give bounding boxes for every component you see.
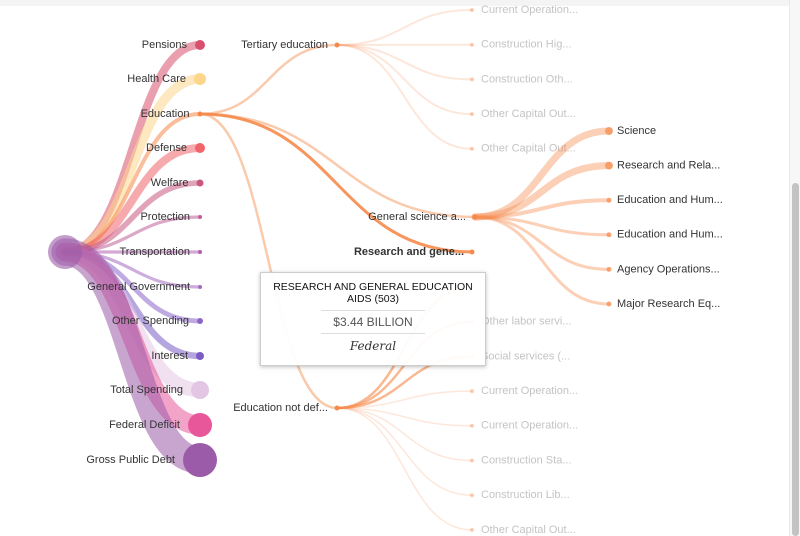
node-label[interactable]: Federal Deficit (109, 419, 180, 431)
leaf-label[interactable]: Other Capital Out... (481, 524, 576, 536)
node-label[interactable]: General science a... (368, 211, 466, 223)
node-label[interactable]: General Government (87, 281, 190, 293)
tooltip-title: RESEARCH AND GENERAL EDUCATION AIDS (503… (273, 281, 473, 305)
leaf-label[interactable]: Major Research Eq... (617, 298, 720, 310)
link-root-1 (60, 74, 205, 257)
node-total-spending[interactable] (191, 381, 209, 399)
scrollbar[interactable] (789, 0, 800, 536)
leaf-label[interactable]: Construction Sta... (481, 454, 572, 466)
node-label[interactable]: Gross Public Debt (86, 454, 175, 466)
link-science (473, 215, 611, 237)
link-tertiary (336, 9, 473, 46)
leaf-label[interactable]: Other Capital Out... (481, 108, 576, 120)
link-notdef (336, 407, 473, 462)
leaf-node[interactable] (606, 301, 612, 307)
link-science (473, 198, 611, 219)
leaf-node[interactable] (605, 127, 613, 135)
tooltip-value: $3.44 BILLION (321, 310, 425, 334)
root-node[interactable] (48, 235, 82, 269)
node-welfare[interactable] (196, 179, 204, 187)
link-education-0 (198, 43, 339, 116)
node-level2[interactable] (334, 405, 340, 411)
node-label[interactable]: Interest (151, 350, 188, 362)
leaf-label[interactable]: Other Capital Out... (481, 143, 576, 155)
node-defense[interactable] (195, 143, 205, 153)
link-science (473, 215, 611, 271)
link-education-3 (198, 112, 339, 410)
tooltip: RESEARCH AND GENERAL EDUCATION AIDS (503… (260, 272, 486, 366)
node-label[interactable]: Tertiary education (241, 39, 328, 51)
leaf-label[interactable]: Current Operation... (481, 420, 578, 432)
leaf-label[interactable]: Construction Hig... (481, 39, 571, 51)
leaf-node[interactable] (606, 197, 612, 203)
leaf-node[interactable] (605, 161, 613, 170)
node-label[interactable]: Other Spending (112, 315, 189, 327)
leaf-node[interactable] (470, 493, 474, 498)
link-education-2 (198, 112, 474, 254)
leaf-node[interactable] (470, 112, 474, 117)
node-gross-public-debt[interactable] (183, 443, 217, 477)
highlighted-node-label[interactable]: Research and gene... (354, 246, 464, 258)
leaf-node[interactable] (470, 77, 474, 82)
link-notdef (336, 407, 473, 531)
link-science (471, 162, 613, 221)
link-root-12 (51, 238, 214, 474)
link-tertiary (336, 44, 473, 81)
leaf-label[interactable]: Construction Oth... (481, 73, 573, 85)
leaf-label[interactable]: Other labor servi... (481, 316, 571, 328)
node-transportation[interactable] (198, 250, 202, 254)
node-pensions[interactable] (195, 40, 205, 50)
leaf-label[interactable]: Science (617, 125, 656, 137)
leaf-node[interactable] (470, 42, 474, 47)
leaf-node[interactable] (470, 8, 474, 12)
node-label[interactable]: Welfare (151, 177, 189, 189)
node-label[interactable]: Total Spending (110, 384, 183, 396)
scrollbar-thumb[interactable] (792, 183, 799, 536)
node-general-government[interactable] (198, 285, 202, 289)
leaf-label[interactable]: Agency Operations... (617, 263, 720, 275)
leaf-node[interactable] (470, 527, 474, 532)
node-label[interactable]: Pensions (142, 39, 188, 51)
node-level2[interactable] (469, 249, 475, 255)
leaf-node[interactable] (606, 232, 612, 238)
link-notdef (336, 407, 473, 427)
node-label[interactable]: Health Care (127, 73, 186, 85)
node-level2[interactable] (472, 214, 478, 220)
node-label[interactable]: Education not def... (233, 402, 328, 414)
node-health-care[interactable] (194, 73, 206, 85)
link-science (471, 127, 613, 221)
link-tertiary (336, 44, 473, 116)
link-notdef (336, 390, 473, 409)
leaf-node[interactable] (470, 423, 474, 428)
leaf-label[interactable]: Education and Hum... (617, 229, 723, 241)
node-other-spending[interactable] (197, 318, 203, 324)
node-federal-deficit[interactable] (188, 413, 212, 437)
node-label[interactable]: Transportation (119, 246, 190, 258)
node-level2[interactable] (334, 42, 340, 48)
leaf-label[interactable]: Social services (... (481, 350, 570, 362)
leaf-node[interactable] (470, 146, 474, 151)
tooltip-source: Federal (349, 339, 397, 353)
node-label[interactable]: Defense (146, 142, 187, 154)
link-science (473, 215, 611, 306)
link-notdef (336, 407, 473, 496)
leaf-label[interactable]: Current Operation... (481, 385, 578, 397)
leaf-label[interactable]: Research and Rela... (617, 160, 720, 172)
node-label[interactable]: Protection (140, 211, 190, 223)
leaf-label[interactable]: Education and Hum... (617, 194, 723, 206)
leaf-node[interactable] (470, 458, 474, 463)
leaf-label[interactable]: Current Operation... (481, 4, 578, 16)
node-label[interactable]: Education (141, 108, 190, 120)
leaf-label[interactable]: Construction Lib... (481, 489, 570, 501)
leaf-node[interactable] (470, 389, 474, 394)
link-tertiary (336, 44, 473, 150)
top-bar (0, 0, 800, 6)
node-interest[interactable] (196, 352, 204, 360)
node-protection[interactable] (198, 215, 202, 219)
leaf-node[interactable] (606, 266, 612, 272)
link-education-1 (198, 112, 477, 219)
